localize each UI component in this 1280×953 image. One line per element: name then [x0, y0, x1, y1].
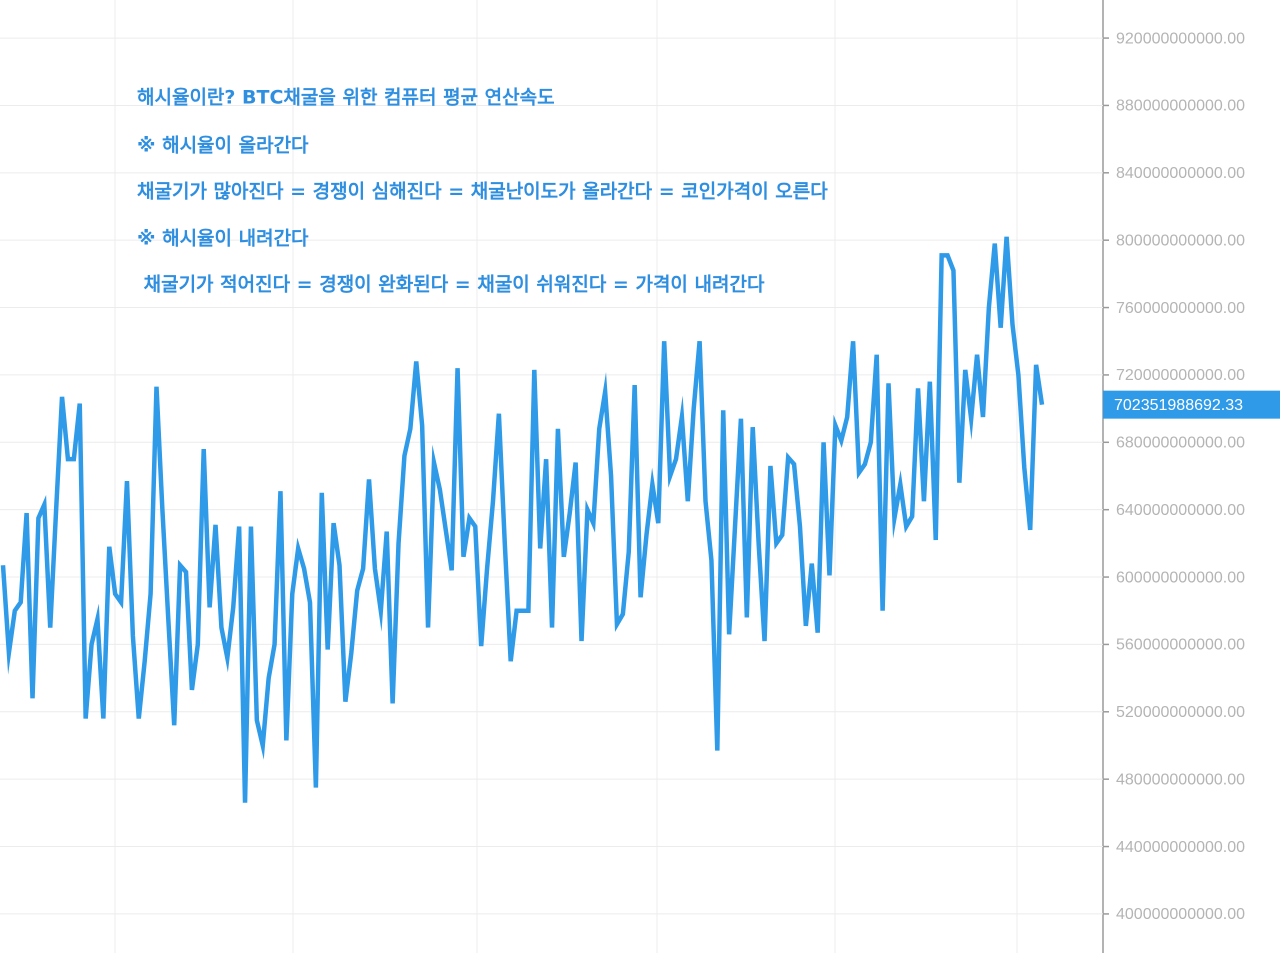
last-value-label: 702351988692.33 [1114, 397, 1243, 414]
y-tick-label: 600000000000.00 [1116, 569, 1245, 586]
annotation: ※ 해시율이 내려간다 [137, 228, 309, 250]
y-tick-label: 880000000000.00 [1116, 98, 1245, 115]
annotation: 채굴기가 적어진다 = 경쟁이 완화된다 = 채굴이 쉬워진다 = 가격이 내려… [137, 274, 765, 296]
annotation: ※ 해시율이 올라간다 [137, 135, 309, 157]
annotation: 채굴기가 많아진다 = 경쟁이 심해진다 = 채굴난이도가 올라간다 = 코인가… [137, 181, 828, 203]
y-tick-label: 640000000000.00 [1116, 502, 1245, 519]
y-tick-label: 400000000000.00 [1116, 906, 1245, 923]
y-tick-label: 760000000000.00 [1116, 300, 1245, 317]
y-tick-label: 800000000000.00 [1116, 232, 1245, 249]
y-tick-label: 440000000000.00 [1116, 839, 1245, 856]
last-value-badge [1103, 390, 1280, 419]
y-tick-label: 720000000000.00 [1116, 367, 1245, 384]
y-tick-label: 520000000000.00 [1116, 704, 1245, 721]
y-tick-label: 560000000000.00 [1116, 637, 1245, 654]
y-tick-label: 480000000000.00 [1116, 771, 1245, 788]
y-tick-label: 680000000000.00 [1116, 435, 1245, 452]
y-tick-label: 840000000000.00 [1116, 165, 1245, 182]
line-series [0, 236, 1045, 803]
annotation: 해시율이란? BTC채굴을 위한 컴퓨터 평균 연산속도 [137, 87, 555, 109]
y-tick-label: 920000000000.00 [1116, 30, 1245, 47]
